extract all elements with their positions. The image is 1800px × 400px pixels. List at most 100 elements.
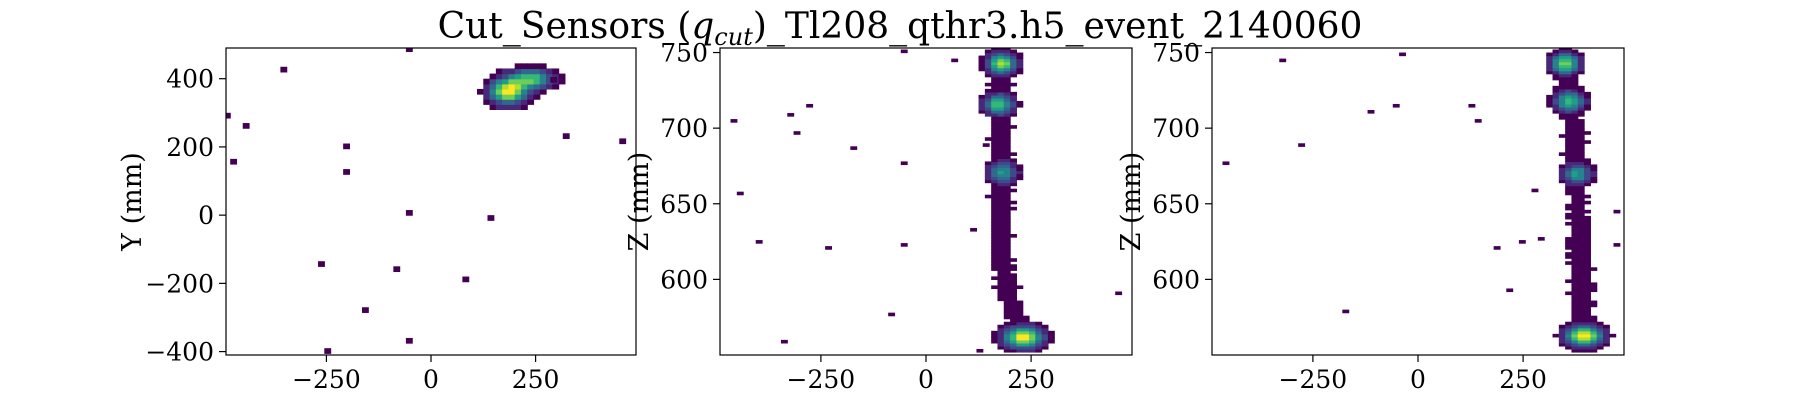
- heatmap-cell: [997, 52, 1005, 57]
- heatmap-cell: [991, 125, 999, 129]
- heatmap-cell: [1590, 318, 1598, 323]
- heatmap-cell: [997, 288, 1005, 293]
- heatmap-cell: [1022, 336, 1030, 341]
- heatmap-cell: [1571, 79, 1579, 84]
- heatmap-cell: [489, 94, 497, 100]
- heatmap-cell: [1577, 285, 1585, 290]
- heatmap-cell: [1003, 97, 1011, 102]
- heatmap-cell: [1003, 264, 1011, 268]
- heatmap-cell: [1003, 119, 1011, 123]
- heatmap-cell: [1003, 324, 1011, 329]
- heatmap-cell: [1552, 52, 1560, 57]
- heatmap-cell-isolated: [1222, 161, 1230, 166]
- heatmap-cell: [978, 67, 986, 72]
- heatmap-cell: [1565, 48, 1573, 51]
- heatmap-cell: [539, 83, 547, 90]
- x-tick-label: 250: [1007, 365, 1055, 394]
- heatmap-cell: [1590, 267, 1598, 271]
- heatmap-cell: [1577, 110, 1585, 114]
- heatmap-cell: [1571, 173, 1579, 178]
- heatmap-cell: [539, 63, 547, 70]
- heatmap-cell: [1584, 276, 1591, 280]
- heatmap-cell: [1577, 52, 1585, 57]
- heatmap-cell: [1010, 73, 1017, 78]
- heatmap-cell: [1565, 191, 1573, 196]
- heatmap-cell: [1552, 91, 1560, 96]
- heatmap-cell: [1565, 342, 1573, 347]
- heatmap-cell: [1571, 110, 1579, 114]
- heatmap-cell: [1565, 339, 1573, 344]
- heatmap-cell: [997, 64, 1005, 69]
- x-tick-label: 0: [423, 365, 439, 394]
- heatmap-cell: [997, 134, 1005, 138]
- heatmap-cell: [1577, 176, 1585, 181]
- heatmap-cell: [552, 68, 560, 75]
- heatmap-cell: [1577, 140, 1585, 144]
- heatmap-cell: [991, 194, 999, 199]
- heatmap-cell: [1003, 161, 1011, 166]
- heatmap-cell: [1010, 267, 1017, 271]
- heatmap-cell: [1577, 333, 1585, 338]
- heatmap-cell: [1571, 306, 1579, 311]
- heatmap-cell: [1565, 185, 1573, 190]
- heatmap-cell: [997, 267, 1005, 271]
- heatmap-cell: [1565, 140, 1573, 144]
- heatmap-cell-isolated: [793, 131, 801, 135]
- heatmap-cell: [1584, 209, 1591, 214]
- heatmap-cell: [1584, 158, 1591, 163]
- heatmap-cell: [1558, 106, 1566, 111]
- heatmap-cell: [991, 255, 999, 259]
- heatmap-cell: [1571, 125, 1579, 129]
- heatmap-cell: [997, 76, 1005, 81]
- heatmap-cell: [558, 73, 566, 80]
- heatmap-cell: [1584, 100, 1591, 105]
- heatmap-cell: [1577, 273, 1585, 277]
- heatmap-cell: [1584, 285, 1591, 290]
- heatmap-cell: [991, 128, 999, 132]
- heatmap-cell: [991, 49, 999, 54]
- heatmap-cell: [1010, 170, 1017, 175]
- heatmap-cell: [984, 70, 992, 75]
- heatmap-cell: [1010, 273, 1017, 277]
- heatmap-cell: [1584, 306, 1591, 311]
- heatmap-cell: [1571, 170, 1579, 175]
- heatmap-cell: [1571, 82, 1579, 87]
- heatmap-cell: [991, 191, 999, 196]
- heatmap-cell: [1003, 240, 1011, 244]
- heatmap-cell: [1003, 155, 1011, 159]
- heatmap-cell: [1047, 339, 1055, 344]
- heatmap-cell: [527, 68, 535, 75]
- heatmap-cell: [1047, 330, 1055, 335]
- heatmap-cell: [1029, 336, 1036, 341]
- heatmap-cell: [1010, 161, 1017, 166]
- heatmap-cell: [1003, 79, 1011, 84]
- heatmap-cell: [991, 140, 999, 144]
- heatmap-cell: [1022, 327, 1030, 332]
- heatmap-cell: [1577, 182, 1585, 187]
- heatmap-cell: [1003, 327, 1011, 332]
- heatmap-cell: [495, 68, 503, 75]
- heatmap-cell: [997, 58, 1005, 63]
- heatmap-cell: [527, 78, 535, 85]
- heatmap-cell: [1565, 55, 1573, 60]
- heatmap-cell: [1565, 134, 1573, 138]
- heatmap-cell: [1577, 164, 1585, 169]
- heatmap-cell: [997, 203, 1005, 208]
- heatmap-cell: [1016, 309, 1024, 314]
- heatmap-cell: [489, 78, 497, 85]
- heatmap-cell: [1571, 116, 1579, 120]
- heatmap-cell: [1584, 249, 1591, 253]
- heatmap-cell: [1577, 179, 1585, 184]
- heatmap-cell: [1571, 158, 1579, 163]
- heatmap-cell: [1565, 94, 1573, 99]
- heatmap-cell: [1577, 321, 1585, 326]
- heatmap-cell: [1003, 273, 1011, 277]
- heatmap-cell: [997, 122, 1005, 126]
- heatmap-cell: [1565, 67, 1573, 72]
- heatmap-cell: [1010, 164, 1017, 169]
- y-tick-label: 200: [166, 133, 214, 162]
- heatmap-cell: [1010, 297, 1017, 302]
- heatmap-cell: [1010, 49, 1017, 54]
- heatmap-cell: [1022, 318, 1030, 323]
- heatmap-cell: [1577, 339, 1585, 344]
